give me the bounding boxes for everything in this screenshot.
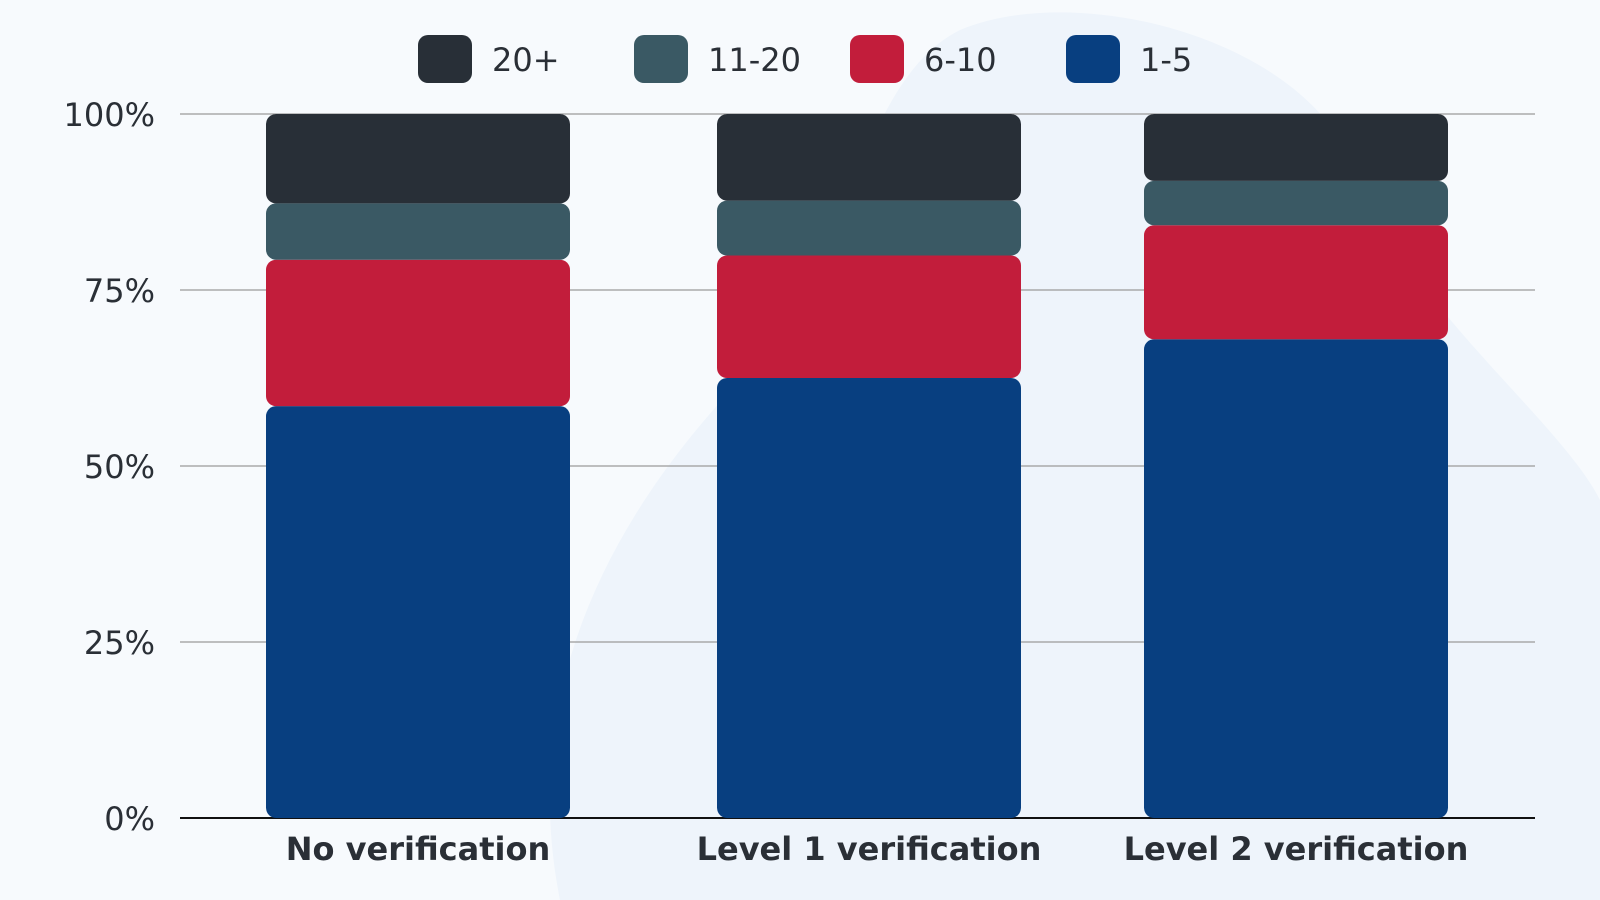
legend-label: 6-10 xyxy=(924,41,997,79)
bar-segment-6-10 xyxy=(266,259,570,407)
bar-stack-3 xyxy=(1144,114,1448,818)
legend-label: 11-20 xyxy=(708,41,801,79)
bar-segment-6-10 xyxy=(717,255,1021,378)
y-tick-label: 25% xyxy=(84,624,155,662)
legend-item-11-20: 11-20 xyxy=(634,35,801,83)
x-tick-label: Level 1 verification xyxy=(697,830,1042,868)
bar-segment-6-10 xyxy=(1144,225,1448,340)
legend: 20+ 11-20 6-10 1-5 xyxy=(418,35,1192,83)
bar-segment-11-20 xyxy=(717,200,1021,256)
legend-item-6-10: 6-10 xyxy=(850,35,997,83)
bar-stack-2 xyxy=(717,114,1021,818)
bar-segment-1-5 xyxy=(266,406,570,818)
bar-segment-11-20 xyxy=(1144,180,1448,226)
bar-segment-1-5 xyxy=(717,378,1021,818)
x-tick-label: Level 2 verification xyxy=(1124,830,1469,868)
legend-swatch xyxy=(850,35,904,83)
legend-swatch xyxy=(634,35,688,83)
legend-label: 1-5 xyxy=(1140,41,1192,79)
bars xyxy=(266,114,1448,818)
y-tick-label: 50% xyxy=(84,448,155,486)
legend-swatch xyxy=(1066,35,1120,83)
y-tick-label: 100% xyxy=(64,96,155,134)
legend-item-20+: 20+ xyxy=(418,35,560,83)
bar-segment-20+ xyxy=(266,114,570,204)
bar-segment-11-20 xyxy=(266,203,570,260)
legend-swatch xyxy=(418,35,472,83)
y-axis-tick-labels: 0% 25% 50% 75% 100% xyxy=(64,96,155,838)
legend-item-1-5: 1-5 xyxy=(1066,35,1192,83)
legend-label: 20+ xyxy=(492,41,560,79)
bar-stack-1 xyxy=(266,114,570,818)
bar-segment-20+ xyxy=(1144,114,1448,181)
y-tick-label: 0% xyxy=(104,800,155,838)
bar-segment-20+ xyxy=(717,114,1021,201)
x-tick-label: No verification xyxy=(286,830,551,868)
x-axis-tick-labels: No verification Level 1 verification Level… xyxy=(286,830,1469,868)
bar-segment-1-5 xyxy=(1144,339,1448,818)
y-tick-label: 75% xyxy=(84,272,155,310)
